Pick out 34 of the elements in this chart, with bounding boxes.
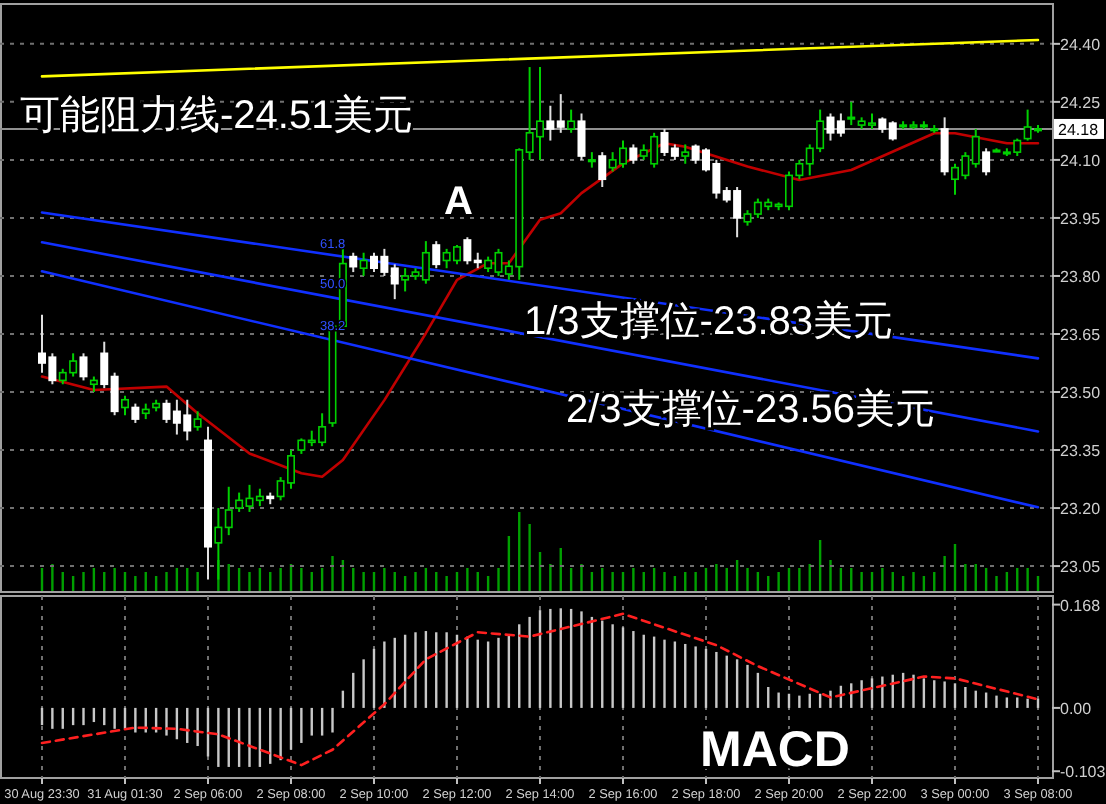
y-tick-label: 23.50 [1060, 384, 1102, 402]
y-tick-label: 24.25 [1060, 93, 1102, 112]
y-tick-label: 24.10 [1060, 151, 1102, 170]
line-series [40, 612, 1040, 767]
y-tick-label: 23.95 [1060, 209, 1102, 228]
candlestick [432, 240, 441, 270]
candlestick [131, 402, 140, 424]
candlestick [193, 410, 202, 432]
candlestick [629, 143, 638, 165]
y-tick-label: 23.65 [1060, 325, 1102, 344]
line-series [40, 131, 1040, 479]
y-tick-label: 23.20 [1060, 500, 1102, 519]
candlestick [567, 108, 576, 134]
candlestick [359, 251, 368, 277]
candlestick [681, 143, 690, 165]
y-tick-label: 0.00 [1060, 699, 1093, 718]
ref-line-label: 24.18 [1058, 120, 1100, 139]
y-tick-label: 23.80 [1060, 267, 1102, 286]
y-tick-label: -0.103 [1060, 763, 1106, 782]
y-tick-label: 24.40 [1060, 35, 1102, 54]
y-tick-label: 0.168 [1060, 596, 1102, 615]
candlestick [940, 116, 949, 177]
candlestick [982, 147, 991, 177]
annotation: 可能阻力线-24.51美元 [20, 92, 414, 138]
y-tick-label: 23.05 [1060, 558, 1102, 577]
candlestick [79, 352, 88, 382]
candlestick [598, 151, 607, 188]
candlestick [349, 251, 358, 274]
y-tick-label: 23.35 [1060, 442, 1102, 461]
candlestick [121, 394, 129, 417]
annotation: A [444, 180, 473, 224]
annotation: MACD [700, 722, 850, 778]
candlestick [577, 112, 586, 161]
candlestick [847, 100, 856, 127]
